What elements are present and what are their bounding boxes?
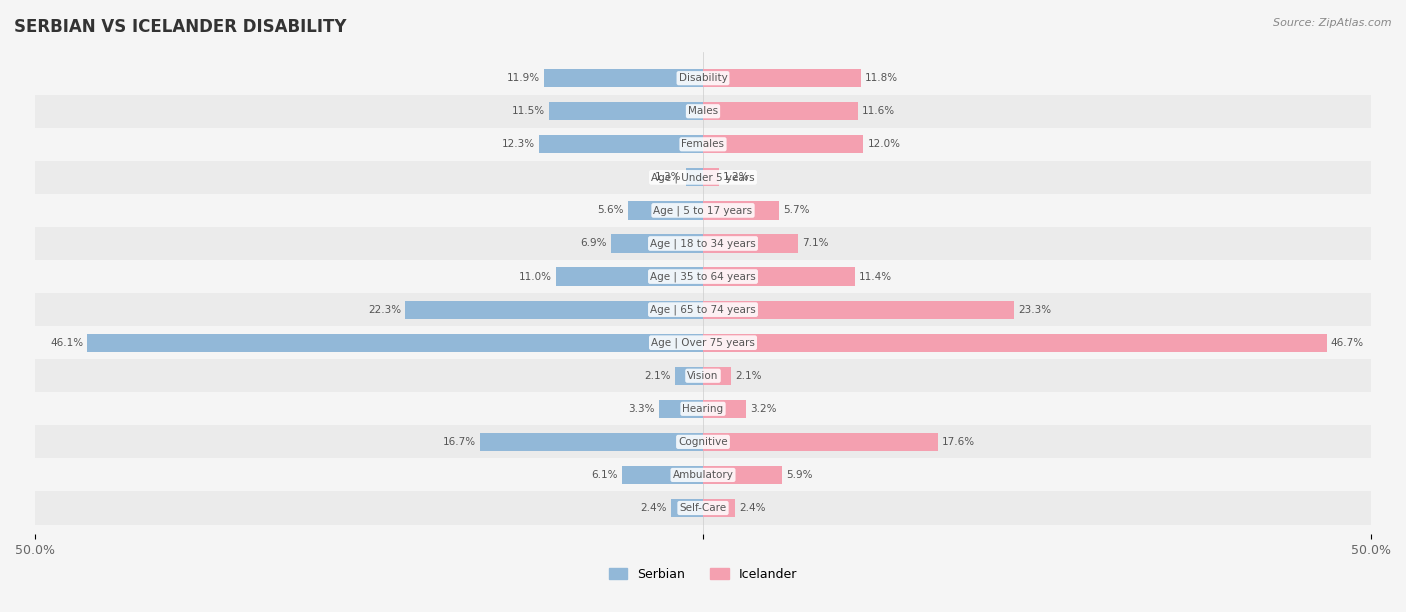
Bar <box>35 161 1371 194</box>
Bar <box>35 491 1371 524</box>
Bar <box>555 267 703 286</box>
Bar <box>544 69 703 88</box>
Bar <box>686 168 703 187</box>
Text: Age | 18 to 34 years: Age | 18 to 34 years <box>650 238 756 248</box>
Text: 7.1%: 7.1% <box>801 239 828 248</box>
Bar <box>35 326 1371 359</box>
Bar <box>703 334 1327 352</box>
Text: Age | 65 to 74 years: Age | 65 to 74 years <box>650 304 756 315</box>
Text: 1.2%: 1.2% <box>723 173 749 182</box>
Bar <box>703 300 1014 319</box>
Text: SERBIAN VS ICELANDER DISABILITY: SERBIAN VS ICELANDER DISABILITY <box>14 18 346 36</box>
Text: 11.4%: 11.4% <box>859 272 893 282</box>
Text: 23.3%: 23.3% <box>1018 305 1052 315</box>
Bar <box>703 234 797 253</box>
Text: 46.7%: 46.7% <box>1331 338 1364 348</box>
Bar <box>35 194 1371 227</box>
Bar <box>35 260 1371 293</box>
Text: 11.9%: 11.9% <box>508 73 540 83</box>
Bar <box>35 359 1371 392</box>
Text: 6.1%: 6.1% <box>591 470 617 480</box>
Text: 11.6%: 11.6% <box>862 106 896 116</box>
Bar <box>703 201 779 220</box>
Text: 5.9%: 5.9% <box>786 470 813 480</box>
Bar <box>703 499 735 517</box>
Bar <box>703 400 745 418</box>
Bar <box>35 128 1371 161</box>
Bar <box>703 168 718 187</box>
Legend: Serbian, Icelander: Serbian, Icelander <box>603 563 803 586</box>
Bar <box>550 102 703 121</box>
Bar <box>703 267 855 286</box>
Text: Source: ZipAtlas.com: Source: ZipAtlas.com <box>1274 18 1392 28</box>
Text: Age | Under 5 years: Age | Under 5 years <box>651 172 755 182</box>
Text: Age | Over 75 years: Age | Over 75 years <box>651 337 755 348</box>
Bar <box>703 367 731 385</box>
Bar <box>405 300 703 319</box>
Text: 5.7%: 5.7% <box>783 206 810 215</box>
Bar <box>703 433 938 451</box>
Bar <box>35 95 1371 128</box>
Text: Ambulatory: Ambulatory <box>672 470 734 480</box>
Bar <box>628 201 703 220</box>
Bar <box>610 234 703 253</box>
Text: Age | 5 to 17 years: Age | 5 to 17 years <box>654 205 752 215</box>
Text: 2.4%: 2.4% <box>740 503 766 513</box>
Text: 12.0%: 12.0% <box>868 140 900 149</box>
Text: 11.8%: 11.8% <box>865 73 898 83</box>
Text: 3.3%: 3.3% <box>628 404 655 414</box>
Text: Age | 35 to 64 years: Age | 35 to 64 years <box>650 271 756 282</box>
Text: Hearing: Hearing <box>682 404 724 414</box>
Bar <box>35 392 1371 425</box>
Bar <box>35 293 1371 326</box>
Text: Vision: Vision <box>688 371 718 381</box>
Text: 2.1%: 2.1% <box>644 371 671 381</box>
Text: 11.5%: 11.5% <box>512 106 546 116</box>
Text: 12.3%: 12.3% <box>502 140 534 149</box>
Bar <box>538 135 703 154</box>
Text: Self-Care: Self-Care <box>679 503 727 513</box>
Text: Cognitive: Cognitive <box>678 437 728 447</box>
Text: Females: Females <box>682 140 724 149</box>
Text: Males: Males <box>688 106 718 116</box>
Bar <box>621 466 703 484</box>
Bar <box>703 102 858 121</box>
Bar <box>671 499 703 517</box>
Text: 2.4%: 2.4% <box>640 503 666 513</box>
Text: 5.6%: 5.6% <box>598 206 624 215</box>
Text: 11.0%: 11.0% <box>519 272 553 282</box>
Bar <box>703 466 782 484</box>
Text: 16.7%: 16.7% <box>443 437 475 447</box>
Text: 2.1%: 2.1% <box>735 371 762 381</box>
Bar <box>35 227 1371 260</box>
Text: Disability: Disability <box>679 73 727 83</box>
Bar <box>87 334 703 352</box>
Bar <box>703 69 860 88</box>
Bar <box>35 62 1371 95</box>
Text: 3.2%: 3.2% <box>749 404 776 414</box>
Text: 22.3%: 22.3% <box>368 305 401 315</box>
Bar <box>703 135 863 154</box>
Bar <box>35 425 1371 458</box>
Text: 17.6%: 17.6% <box>942 437 976 447</box>
Text: 1.3%: 1.3% <box>655 173 682 182</box>
Bar <box>35 458 1371 491</box>
Text: 46.1%: 46.1% <box>51 338 83 348</box>
Text: 6.9%: 6.9% <box>581 239 607 248</box>
Bar <box>659 400 703 418</box>
Bar <box>675 367 703 385</box>
Bar <box>479 433 703 451</box>
